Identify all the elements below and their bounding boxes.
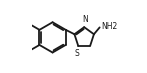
Text: S: S bbox=[75, 49, 80, 58]
Text: N: N bbox=[82, 15, 87, 24]
Text: NH2: NH2 bbox=[102, 22, 118, 31]
